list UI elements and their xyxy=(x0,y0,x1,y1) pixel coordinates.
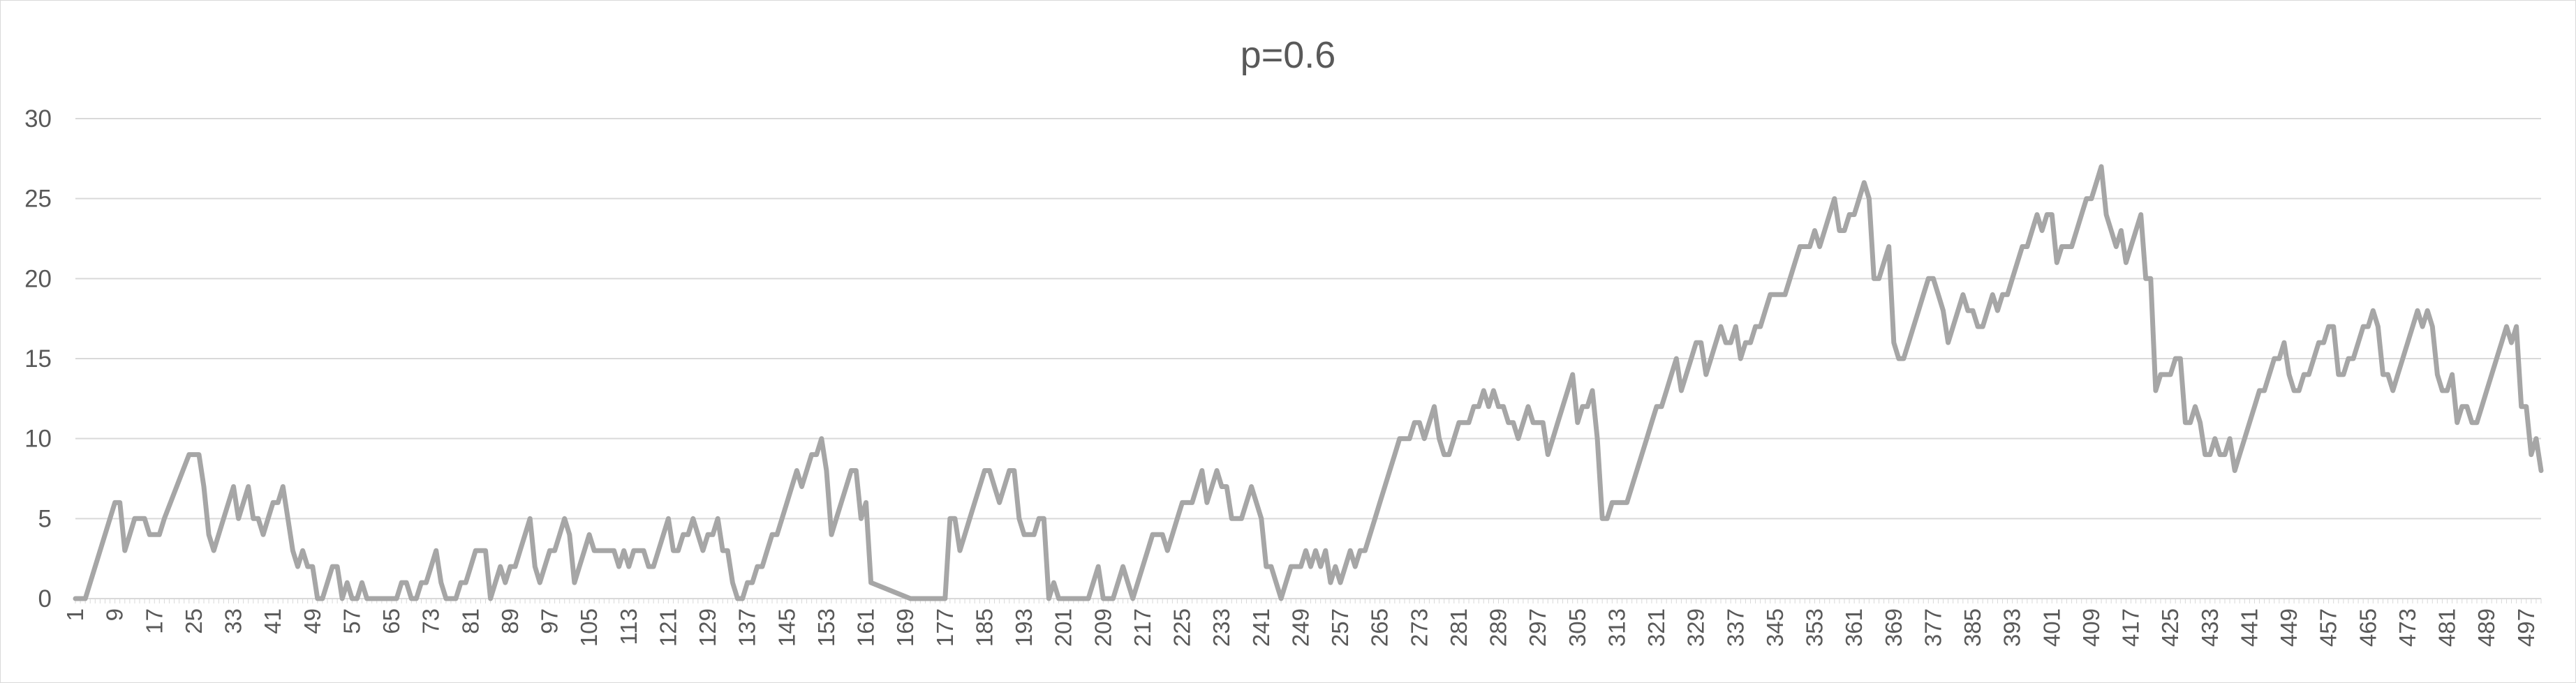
x-tick-label: 321 xyxy=(1643,608,1669,647)
x-tick-label: 353 xyxy=(1802,608,1828,647)
x-tick-label: 361 xyxy=(1841,608,1867,647)
x-tick-label: 369 xyxy=(1881,608,1907,647)
gridlines xyxy=(75,118,2541,599)
x-tick-label: 129 xyxy=(695,608,720,647)
chart-title: p=0.6 xyxy=(1240,34,1336,76)
y-tick-label: 10 xyxy=(24,426,52,453)
x-tick-label: 9 xyxy=(102,608,128,621)
x-tick-label: 337 xyxy=(1722,608,1748,647)
x-tick-label: 25 xyxy=(181,608,207,634)
x-tick-label: 345 xyxy=(1762,608,1788,647)
x-tick-label: 81 xyxy=(457,608,483,634)
x-tick-label: 65 xyxy=(378,608,404,634)
y-tick-label: 25 xyxy=(24,186,52,213)
x-tick-label: 225 xyxy=(1169,608,1195,647)
x-tick-label: 281 xyxy=(1446,608,1472,647)
x-tick-label: 377 xyxy=(1920,608,1946,647)
x-tick-label: 49 xyxy=(299,608,325,634)
x-tick-label: 89 xyxy=(497,608,523,634)
x-tick-label: 497 xyxy=(2513,608,2539,647)
x-tick-label: 393 xyxy=(1999,608,2025,647)
x-tick-label: 33 xyxy=(221,608,246,634)
x-tick-label: 193 xyxy=(1011,608,1037,647)
y-tick-label: 0 xyxy=(38,585,52,613)
x-tick-label: 161 xyxy=(853,608,879,647)
x-tick-label: 249 xyxy=(1287,608,1313,647)
x-tick-label: 57 xyxy=(339,608,364,634)
x-tick-label: 417 xyxy=(2118,608,2144,647)
x-tick-label: 289 xyxy=(1486,608,1511,647)
x-tick-label: 105 xyxy=(576,608,602,647)
x-tick-label: 121 xyxy=(655,608,681,647)
x-tick-label: 145 xyxy=(773,608,799,647)
x-tick-label: 185 xyxy=(971,608,997,647)
x-tick-label: 385 xyxy=(1960,608,1985,647)
x-tick-label: 41 xyxy=(260,608,286,634)
x-tick-label: 153 xyxy=(813,608,839,647)
y-tick-label: 5 xyxy=(38,505,52,532)
x-tick-label: 425 xyxy=(2157,608,2183,647)
x-tick-label: 73 xyxy=(418,608,444,634)
y-tick-label: 30 xyxy=(24,105,52,133)
x-tick-label: 297 xyxy=(1525,608,1550,647)
x-tick-label: 177 xyxy=(932,608,958,647)
x-tick-label: 465 xyxy=(2355,608,2381,647)
x-tick-label: 209 xyxy=(1090,608,1116,647)
x-tick-label: 233 xyxy=(1208,608,1234,647)
y-tick-label: 20 xyxy=(24,265,52,292)
x-tick-label: 409 xyxy=(2078,608,2104,647)
x-tick-label: 433 xyxy=(2197,608,2223,647)
x-tick-label: 305 xyxy=(1564,608,1590,647)
x-tick-label: 97 xyxy=(537,608,563,634)
x-tick-label: 401 xyxy=(2038,608,2064,647)
x-tick-label: 273 xyxy=(1406,608,1432,647)
x-tick-label: 449 xyxy=(2276,608,2302,647)
x-tick-label: 489 xyxy=(2473,608,2499,647)
x-tick-label: 257 xyxy=(1327,608,1353,647)
x-tick-label: 313 xyxy=(1604,608,1629,647)
x-tick-label: 473 xyxy=(2394,608,2420,647)
x-tick-label: 265 xyxy=(1367,608,1393,647)
x-tick-label: 481 xyxy=(2434,608,2460,647)
x-tick-label: 137 xyxy=(734,608,760,647)
y-axis: 0 5 10 15 20 25 30 xyxy=(24,105,52,613)
x-tick-label: 201 xyxy=(1051,608,1076,647)
x-tick-label: 241 xyxy=(1248,608,1274,647)
x-tick-label: 329 xyxy=(1683,608,1709,647)
y-tick-label: 15 xyxy=(24,345,52,373)
series-layer xyxy=(73,164,2544,601)
x-tick-label: 169 xyxy=(892,608,918,647)
series-line-0 xyxy=(73,164,2544,601)
x-tick-label: 441 xyxy=(2236,608,2262,647)
x-tick-label: 17 xyxy=(141,608,167,634)
x-tick-label: 113 xyxy=(616,608,642,645)
x-axis: 1 9 17 25 33 41 49 57 65 73 81 89 97 105 113 121 129 137 1… xyxy=(62,599,2542,647)
x-tick-label: 1 xyxy=(62,608,88,621)
x-tick-label: 457 xyxy=(2316,608,2341,647)
x-tick-label: 217 xyxy=(1130,608,1155,647)
